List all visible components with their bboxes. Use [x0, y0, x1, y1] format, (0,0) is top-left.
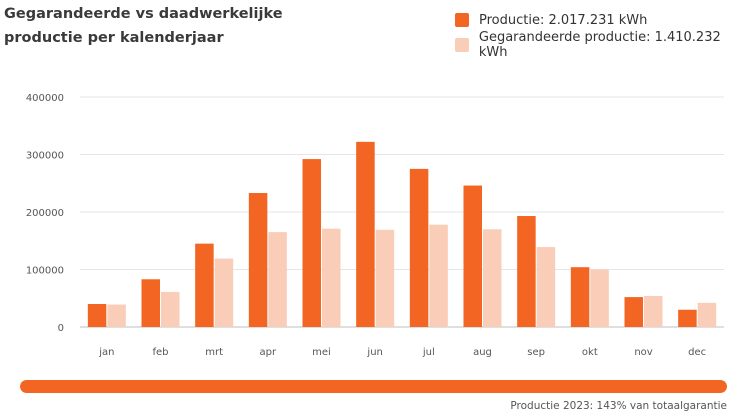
- bar-productie: [87, 304, 107, 327]
- bar-gegarandeerd: [429, 224, 448, 327]
- bar-gegarandeerd: [590, 269, 609, 327]
- x-tick-label: sep: [527, 347, 545, 358]
- x-tick-label: nov: [634, 347, 652, 358]
- bar-gegarandeerd: [268, 232, 287, 327]
- bar-productie: [517, 216, 536, 327]
- bar-productie: [356, 141, 375, 327]
- legend-item-gegarandeerd[interactable]: Gegarandeerde productie: 1.410.232 kWh: [455, 30, 751, 60]
- bar-productie: [141, 279, 160, 327]
- bar-productie: [463, 185, 482, 327]
- legend-label-gegarandeerd: Gegarandeerde productie: 1.410.232 kWh: [478, 30, 721, 60]
- bar-productie: [570, 267, 590, 327]
- production-summary: Productie 2023: 143% van totaalgarantie: [510, 400, 727, 412]
- guarantee-progress-fill: [20, 380, 727, 393]
- bar-gegarandeerd: [161, 291, 180, 327]
- x-tick-label: mei: [312, 347, 331, 358]
- bar-productie: [624, 297, 643, 327]
- bar-productie: [195, 243, 214, 327]
- bar-gegarandeerd: [375, 229, 395, 327]
- bar-gegarandeerd: [483, 229, 502, 327]
- bar-productie: [248, 193, 268, 327]
- bar-gegarandeerd: [697, 302, 717, 327]
- guarantee-progress-bar: [20, 380, 727, 393]
- chart-title: Gegarandeerde vs daadwerkelijke producti…: [4, 6, 283, 46]
- legend-swatch-productie: [455, 13, 469, 27]
- y-tick-label: 400000: [26, 93, 64, 104]
- y-tick-label: 200000: [26, 208, 64, 219]
- bar-gegarandeerd: [107, 304, 126, 327]
- y-tick-label: 0: [58, 323, 64, 334]
- bar-productie: [678, 309, 697, 327]
- x-tick-label: feb: [152, 347, 168, 358]
- legend-swatch-gegarandeerd: [455, 38, 469, 52]
- bar-gegarandeerd: [644, 295, 663, 327]
- x-tick-label: dec: [688, 347, 706, 358]
- legend: Productie: 2.017.231 kWh Gegarandeerde p…: [455, 9, 751, 60]
- x-tick-label: jun: [366, 347, 382, 358]
- x-tick-label: aug: [473, 347, 492, 358]
- bar-gegarandeerd: [536, 247, 556, 327]
- x-tick-label: jul: [422, 347, 435, 358]
- bar-chart: 0 100000 200000 300000 400000 jan feb mrt apr mei…: [26, 93, 724, 358]
- x-tick-label: apr: [260, 347, 277, 358]
- bar-gegarandeerd: [322, 228, 341, 327]
- legend-label-productie: Productie: 2.017.231 kWh: [479, 12, 648, 28]
- y-tick-label: 100000: [26, 266, 64, 277]
- y-tick-label: 300000: [26, 151, 64, 162]
- x-tick-label: jan: [98, 347, 114, 358]
- bar-productie: [302, 159, 321, 327]
- bar-gegarandeerd: [214, 258, 234, 327]
- x-tick-label: okt: [582, 347, 598, 358]
- bar-productie: [409, 168, 429, 327]
- x-tick-label: mrt: [205, 347, 223, 358]
- legend-item-productie[interactable]: Productie: 2.017.231 kWh: [455, 9, 751, 31]
